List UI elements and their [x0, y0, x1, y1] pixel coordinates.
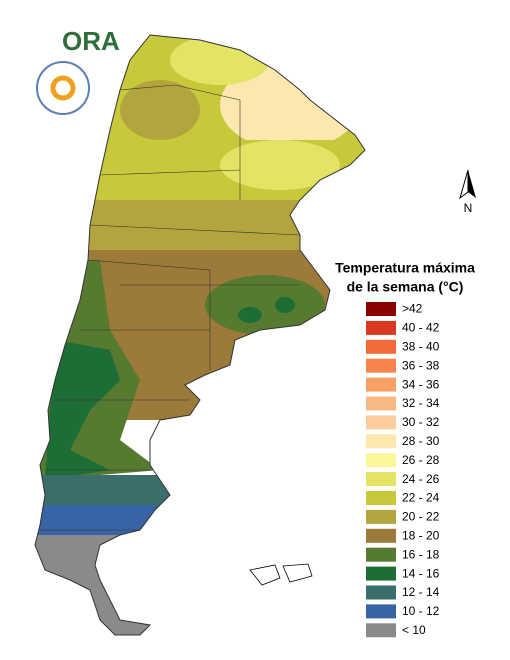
legend-label: 34 - 36: [402, 377, 440, 391]
legend-swatch: [366, 472, 396, 487]
legend-label: 12 - 14: [402, 585, 440, 599]
legend-label: >42: [402, 302, 423, 316]
legend-title: de la semana (°C): [347, 279, 464, 295]
legend-swatch: [366, 623, 396, 638]
legend: >42 40 - 42 38 - 40 36 - 38 34 - 36 32 - 34 30…: [366, 302, 440, 638]
legend-swatch: [366, 585, 396, 600]
legend-swatch: [366, 547, 396, 562]
legend-swatch: [366, 320, 396, 335]
legend-label: 18 - 20: [402, 528, 440, 542]
legend-label: 16 - 18: [402, 547, 440, 561]
legend-swatch: [366, 491, 396, 505]
legend-label: < 10: [402, 623, 426, 637]
legend-swatch: [366, 604, 396, 619]
legend-label: 30 - 32: [402, 415, 440, 429]
legend-swatch: [366, 358, 396, 373]
legend-label: 40 - 42: [402, 321, 440, 335]
seal-mark: [50, 75, 76, 101]
legend-swatch: [366, 302, 396, 316]
legend-swatch: [366, 396, 396, 411]
legend-label: 24 - 26: [402, 472, 440, 486]
north-arrow: N: [459, 169, 476, 215]
country-outline: [34, 34, 366, 636]
north-label: N: [464, 201, 473, 215]
legend-swatch: [366, 434, 396, 449]
institute-seal: [36, 61, 90, 115]
legend-label: 10 - 12: [402, 604, 440, 618]
legend-swatch: [366, 415, 396, 430]
legend-swatch: [366, 509, 396, 524]
legend-swatch: [366, 566, 396, 581]
legend-swatch: [366, 528, 396, 543]
legend-swatch: [366, 377, 396, 392]
province-borders: [40, 84, 301, 531]
legend-title: Temperatura máxima: [335, 260, 475, 276]
legend-label: 26 - 28: [402, 453, 440, 467]
legend-label: 32 - 34: [402, 396, 440, 410]
falkland-islands: [249, 563, 313, 586]
legend-label: 20 - 22: [402, 510, 440, 524]
legend-label: 14 - 16: [402, 566, 440, 580]
legend-swatch: [366, 339, 396, 354]
legend-label: 38 - 40: [402, 339, 440, 353]
legend-label: 22 - 24: [402, 491, 440, 505]
legend-label: 36 - 38: [402, 358, 440, 372]
legend-swatch: [366, 453, 396, 468]
legend-label: 28 - 30: [402, 434, 440, 448]
logo-text: ORA: [62, 26, 120, 56]
logo: ORA: [36, 26, 120, 115]
